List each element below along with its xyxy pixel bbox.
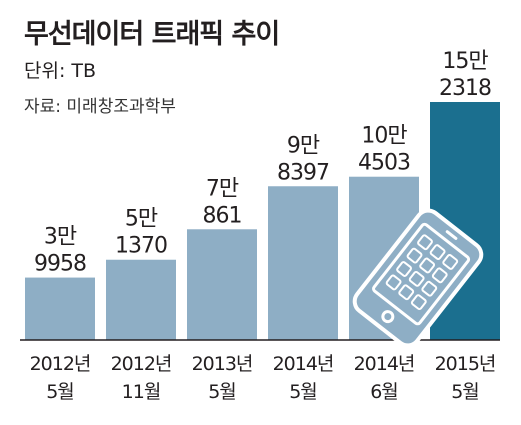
x-tick-label-1: 2012년 11월 xyxy=(111,353,172,403)
x-tick-label-2: 2013년 5월 xyxy=(192,353,253,403)
value-label-0: 3만 9958 xyxy=(34,225,86,277)
chart-title: 무선데이터 트래픽 추이 xyxy=(24,19,280,50)
x-tick-label-0: 2012년 5월 xyxy=(30,353,91,403)
smartphone-icon xyxy=(352,208,484,348)
value-label-1: 5만 1370 xyxy=(115,207,167,259)
value-label-3: 9만 8397 xyxy=(277,133,329,185)
unit-label: 단위: TB xyxy=(24,60,97,82)
bar-1 xyxy=(106,259,176,340)
bar-3 xyxy=(268,186,338,340)
x-tick-label-4: 2014년 6월 xyxy=(354,353,415,403)
source-label: 자료: 미래창조과학부 xyxy=(24,97,176,117)
value-label-2: 7만 861 xyxy=(203,176,242,228)
value-label-5: 15만 2318 xyxy=(439,49,491,101)
x-tick-label-3: 2014년 5월 xyxy=(273,353,334,403)
x-tick-label-5: 2015년 5월 xyxy=(435,353,496,403)
bar-2 xyxy=(187,229,257,340)
value-label-4: 10만 4503 xyxy=(358,124,410,176)
bar-0 xyxy=(25,277,95,340)
